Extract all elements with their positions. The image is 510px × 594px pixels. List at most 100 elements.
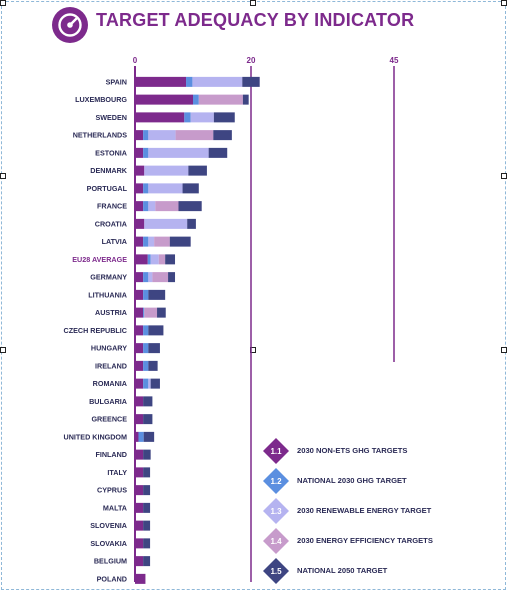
- bar-segment: [148, 343, 160, 354]
- bar-segment: [135, 218, 145, 229]
- x-tick-label: 0: [133, 56, 138, 65]
- bar-segment: [135, 325, 144, 336]
- bar-segment: [175, 130, 214, 141]
- bar-segment: [242, 76, 260, 87]
- legend-item: 1.4 2030 ENERGY EFFICIENCY TARGETS: [263, 528, 503, 554]
- category-label: SLOVAKIA: [90, 539, 127, 548]
- category-label: POLAND: [97, 574, 127, 583]
- legend-code: 1.5: [270, 567, 282, 576]
- category-label: IRELAND: [95, 361, 127, 370]
- bar-segment: [135, 289, 144, 300]
- category-label: MALTA: [103, 503, 127, 512]
- resize-handle-top-right[interactable]: [501, 0, 507, 6]
- bar-segment: [158, 254, 166, 265]
- legend-item: 1.5 NATIONAL 2050 TARGET: [263, 558, 503, 584]
- bar-segment: [187, 218, 196, 229]
- bar-segment: [148, 183, 183, 194]
- legend-badge-icon: 1.4: [263, 528, 289, 554]
- page-title: TARGET ADEQUACY BY INDICATOR: [96, 10, 415, 30]
- x-tick-label: 45: [390, 56, 399, 65]
- legend-label: 2030 RENEWABLE ENERGY TARGET: [297, 506, 432, 515]
- bar-segment: [143, 130, 149, 141]
- bar-segment: [143, 272, 149, 283]
- bar-segment: [135, 502, 144, 513]
- category-label: UNITED KINGDOM: [64, 432, 128, 441]
- bar-segment: [148, 236, 155, 247]
- bar-segment: [143, 378, 149, 389]
- legend-label: 2030 NON-ETS GHG TARGETS: [297, 446, 408, 455]
- bar-segment: [143, 538, 151, 549]
- bar-segment: [152, 272, 169, 283]
- legend-item: 1.2 NATIONAL 2030 GHG TARGET: [263, 468, 503, 494]
- legend-code: 1.1: [270, 447, 282, 456]
- bar-segment: [135, 254, 148, 265]
- bar-segment: [135, 130, 144, 141]
- bar-segment: [135, 556, 144, 567]
- bar-segment: [169, 236, 191, 247]
- bar-segment: [242, 94, 249, 105]
- bar-segment: [143, 396, 153, 407]
- category-label: NETHERLANDS: [73, 131, 128, 140]
- bar-segment: [135, 414, 144, 425]
- category-label: ESTONIA: [95, 148, 127, 157]
- bar-segment: [144, 218, 188, 229]
- category-label: BELGIUM: [94, 557, 127, 566]
- legend-label: 2030 ENERGY EFFICIENCY TARGETS: [297, 536, 433, 545]
- bar-segment: [135, 147, 144, 158]
- bar-segment: [148, 360, 158, 371]
- bar-segment: [143, 520, 151, 531]
- bar-segment: [188, 165, 207, 176]
- legend-badge-icon: 1.1: [263, 438, 289, 464]
- bar-segment: [148, 147, 209, 158]
- category-label: PORTUGAL: [87, 184, 128, 193]
- category-label: AUSTRIA: [95, 308, 127, 317]
- resize-handle-middle-left[interactable]: [0, 173, 6, 179]
- bar-segment: [135, 449, 144, 460]
- bar-segment: [148, 325, 164, 336]
- resize-handle-center-left[interactable]: [0, 347, 6, 353]
- legend-badge-icon: 1.2: [263, 468, 289, 494]
- bar-segment: [148, 378, 151, 389]
- gauge-icon: [52, 7, 88, 43]
- category-label: ITALY: [107, 468, 127, 477]
- bar-segment: [144, 165, 189, 176]
- bar-segment: [135, 272, 144, 283]
- bar-segment: [184, 112, 191, 123]
- category-label: SWEDEN: [95, 113, 127, 122]
- bar-segment: [135, 520, 144, 531]
- bar-segment: [143, 289, 149, 300]
- bar-segment: [186, 76, 193, 87]
- category-label: LUXEMBOURG: [75, 95, 127, 104]
- bar-segment: [143, 236, 149, 247]
- resize-handle-center-right[interactable]: [501, 347, 507, 353]
- category-label: EU28 AVERAGE: [72, 255, 127, 264]
- bar-segment: [135, 360, 144, 371]
- bar-segment: [148, 289, 166, 300]
- bar-segment: [135, 236, 144, 247]
- bar-segment: [143, 449, 151, 460]
- bar-segment: [143, 147, 149, 158]
- legend-code: 1.3: [270, 507, 282, 516]
- category-label: LITHUANIA: [88, 290, 127, 299]
- bar-segment: [135, 538, 144, 549]
- resize-handle-top-center[interactable]: [250, 0, 256, 6]
- bar-segment: [192, 76, 243, 87]
- resize-handle-top-left[interactable]: [0, 0, 6, 6]
- category-label: DENMARK: [90, 166, 128, 175]
- legend-badge-icon: 1.3: [263, 498, 289, 524]
- bar-segment: [143, 325, 149, 336]
- bar-segment: [168, 272, 176, 283]
- bar-segment: [182, 183, 199, 194]
- category-label: GREENCE: [91, 415, 127, 424]
- category-label: CYPRUS: [97, 486, 127, 495]
- category-label: HUNGARY: [91, 344, 127, 353]
- bar-segment: [135, 94, 193, 105]
- legend-item: 1.1 2030 NON-ETS GHG TARGETS: [263, 438, 503, 464]
- legend-label: NATIONAL 2030 GHG TARGET: [297, 476, 407, 485]
- category-label: CROATIA: [95, 219, 127, 228]
- bar-segment: [135, 112, 185, 123]
- resize-handle-middle-right[interactable]: [501, 173, 507, 179]
- bar-segment: [135, 201, 144, 212]
- bar-segment: [143, 467, 151, 478]
